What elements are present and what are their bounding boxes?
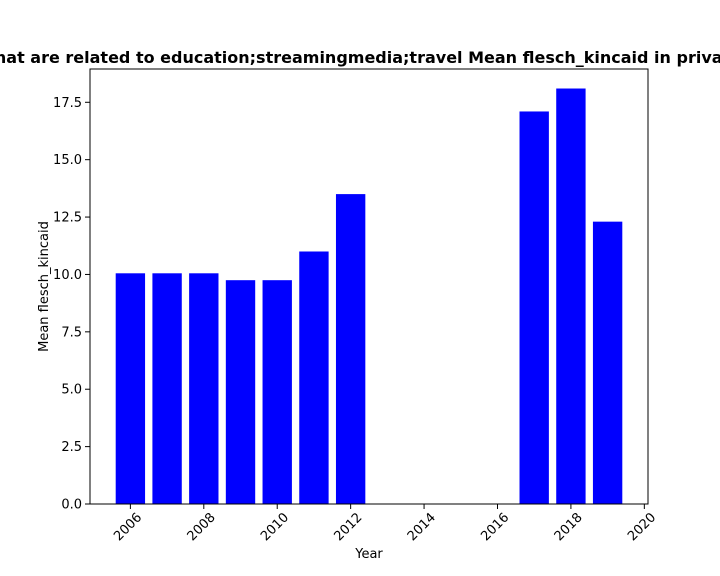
bar-2011 bbox=[299, 251, 329, 504]
bar-2007 bbox=[152, 273, 182, 504]
x-tick-label: 2014 bbox=[405, 510, 439, 544]
y-tick-label: 17.5 bbox=[53, 96, 82, 111]
x-tick-label: 2016 bbox=[478, 510, 512, 544]
bar-2017 bbox=[519, 111, 549, 505]
bar-2006 bbox=[115, 273, 146, 504]
y-tick-label: 5.0 bbox=[61, 383, 82, 398]
x-tick-label: 2010 bbox=[258, 510, 292, 544]
plot-frame bbox=[89, 68, 649, 505]
bar-2012 bbox=[335, 194, 366, 505]
x-tick-label: 2018 bbox=[552, 510, 586, 544]
y-tick-label: 2.5 bbox=[61, 440, 82, 455]
x-tick-label: 2008 bbox=[185, 510, 219, 544]
bar-2018 bbox=[556, 88, 586, 504]
y-axis-label: Mean flesch_kincaid bbox=[37, 221, 52, 352]
chart-title: Sites that are related to education;stre… bbox=[0, 48, 720, 67]
y-tick-label: 0.0 bbox=[61, 498, 82, 513]
y-tick-label: 12.5 bbox=[53, 211, 82, 226]
bar-2010 bbox=[262, 280, 292, 504]
bar-2008 bbox=[189, 273, 219, 504]
bars-group bbox=[115, 88, 623, 505]
x-tick-label: 2020 bbox=[625, 510, 659, 544]
y-tick-label: 7.5 bbox=[61, 325, 82, 340]
y-axis: 0.0 2.5 5.0 7.5 10.0 12.5 15.0 17.5 bbox=[53, 96, 90, 513]
x-tick-label: 2006 bbox=[111, 510, 145, 544]
x-axis: 2006 2008 2010 2012 2014 2016 2018 2020 bbox=[111, 504, 659, 544]
x-tick-label: 2012 bbox=[331, 510, 365, 544]
bar-2009 bbox=[225, 280, 256, 504]
bar-2019 bbox=[592, 221, 623, 504]
x-axis-label: Year bbox=[354, 547, 383, 562]
y-tick-label: 15.0 bbox=[53, 153, 82, 168]
y-tick-label: 10.0 bbox=[53, 268, 82, 283]
